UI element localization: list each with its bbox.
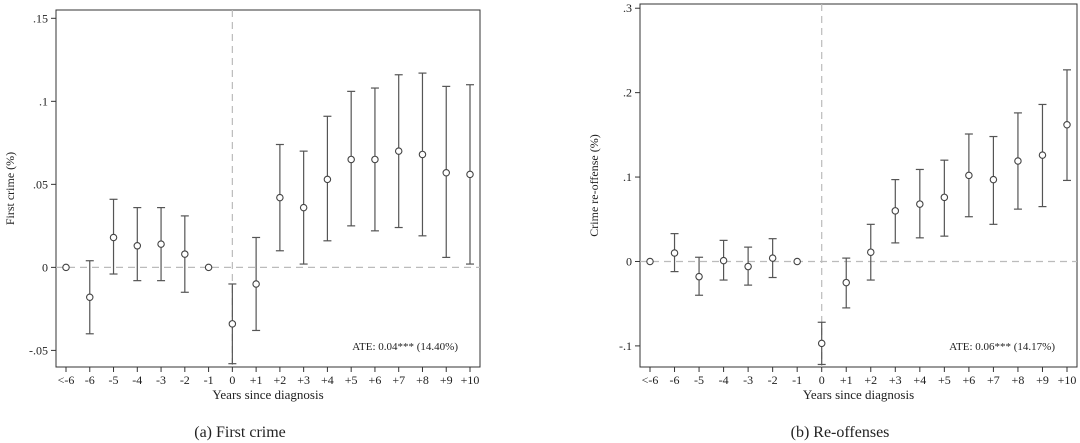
x-tick-label: <-6 [58,373,75,387]
x-tick-label: +9 [1036,373,1049,387]
x-tick-label: -3 [743,373,753,387]
y-tick-label: .15 [33,11,48,25]
point-estimate [394,147,403,155]
y-tick-label: .1 [623,170,632,184]
x-tick-label: -4 [132,373,142,387]
y-tick-label: 0 [626,254,632,268]
x-tick-label: <-6 [642,373,659,387]
x-tick-label: +3 [889,373,902,387]
x-tick-label: +8 [1012,373,1025,387]
point-estimate [418,150,427,159]
point-estimate [1063,120,1071,129]
y-tick-label: 0 [42,260,48,274]
y-tick-label: .1 [39,94,48,108]
x-tick-label: +9 [440,373,453,387]
x-tick-label: +2 [273,373,286,387]
point-estimate [466,170,474,179]
panel-subtitle: (a) First crime [194,424,286,441]
x-tick-label: +7 [987,373,1000,387]
x-tick-label: 0 [229,373,235,387]
point-estimate [916,200,924,208]
point-estimate [817,339,826,348]
point-estimate [276,193,284,202]
point-estimate [371,155,379,164]
x-tick-label: 0 [819,373,825,387]
x-tick-label: -1 [204,373,214,387]
x-tick-label: +1 [250,373,263,387]
point-estimate [252,280,260,288]
point-estimate [323,175,332,184]
point-estimate [157,240,165,248]
x-tick-label: -5 [109,373,119,387]
x-tick-label: +6 [962,373,975,387]
x-tick-label: -2 [180,373,190,387]
x-tick-label: -6 [670,373,680,387]
point-estimate [842,278,850,287]
point-estimate [86,293,94,302]
panel-first-crime: -.05 0 .05 .1 .15 <-6 -6 -5 -4 -3 -2 -1 0 +1 +2 +3 +4 +5 +… [3,9,481,441]
point-estimate [646,257,654,266]
point-estimate [965,171,973,180]
y-tick-label: -.05 [29,343,48,357]
point-estimate [989,175,998,184]
y-tick-label: -.1 [619,339,632,353]
x-tick-label: +3 [297,373,310,387]
point-estimate [670,249,679,257]
x-tick-label: -6 [85,373,95,387]
y-axis-label: First crime (%) [3,152,17,225]
point-estimate [62,263,70,272]
panel-re-offenses: -.1 0 .1 .2 .3 <-6 -6 -5 -4 -3 -2 -1 0 +1 +2 +3 +4 +5 +6 +7… [587,1,1078,441]
x-tick-label: +8 [416,373,429,387]
point-estimate [940,193,949,202]
point-estimate [793,257,801,266]
point-estimate [867,248,875,256]
point-estimate [744,262,752,271]
x-tick-label: +2 [864,373,877,387]
point-estimate [204,263,213,272]
point-estimate [347,155,355,164]
x-tick-label: +7 [392,373,405,387]
x-tick-label: -5 [694,373,704,387]
x-tick-label: +5 [938,373,951,387]
x-tick-label: -1 [792,373,802,387]
x-tick-label: +10 [1058,373,1077,387]
point-estimate [719,256,728,265]
point-estimate [228,320,237,328]
ate-annotation: ATE: 0.04*** (14.40%) [352,341,458,353]
point-estimate [695,272,703,281]
x-tick-label: +1 [840,373,853,387]
point-estimate [442,168,450,177]
point-estimate [1038,151,1047,159]
y-tick-label: .2 [623,86,632,100]
point-estimate [181,250,189,258]
panel-subtitle: (b) Re-offenses [791,424,890,441]
y-tick-label: .3 [623,1,632,15]
x-axis-label: Years since diagnosis [803,387,914,402]
point-estimate [109,233,118,242]
x-tick-label: +4 [913,373,926,387]
point-estimate [299,203,308,212]
x-tick-label: +6 [369,373,382,387]
x-tick-label: +5 [345,373,358,387]
x-tick-label: +10 [461,373,480,387]
ate-annotation: ATE: 0.06*** (14.17%) [949,341,1055,353]
x-axis-label: Years since diagnosis [212,387,323,402]
x-tick-label: -3 [156,373,166,387]
y-axis-label: Crime re-offense (%) [587,134,601,236]
plot-frame [55,9,481,368]
plot-frame [639,3,1078,368]
y-tick-label: .05 [33,177,48,191]
x-tick-label: -4 [719,373,729,387]
point-estimate [1014,157,1022,165]
x-tick-label: +4 [321,373,334,387]
point-estimate [133,242,142,250]
x-tick-label: -2 [768,373,778,387]
point-estimate [768,254,777,262]
point-estimate [891,207,900,215]
